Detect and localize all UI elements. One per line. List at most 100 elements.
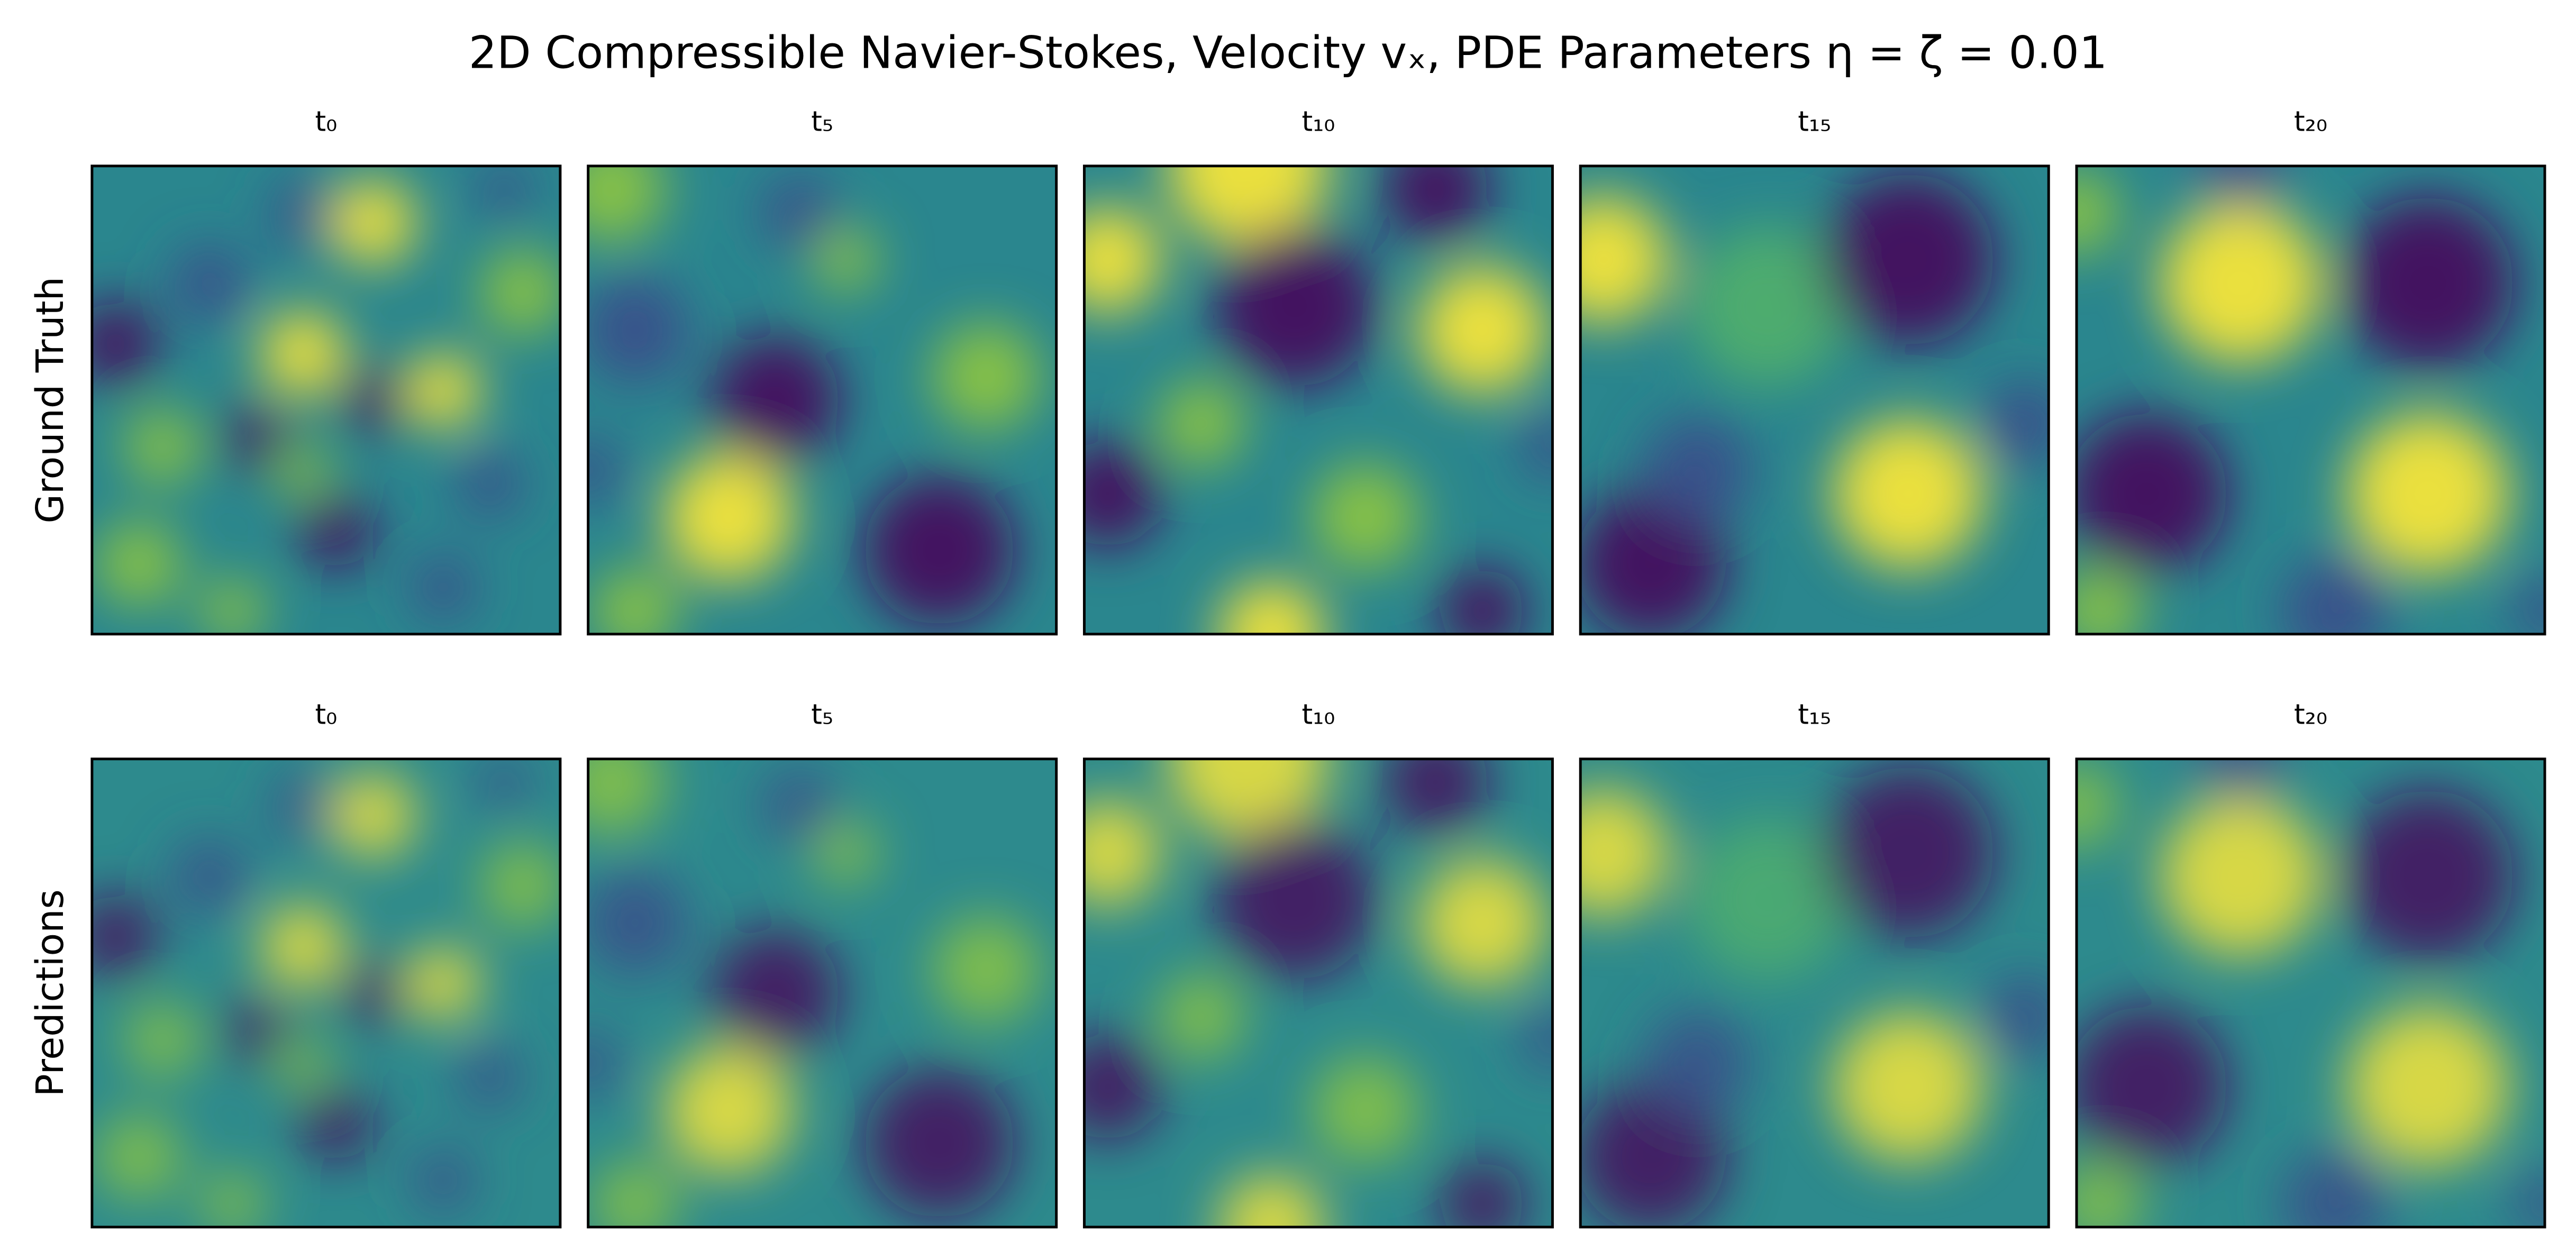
panel-frame (1579, 757, 2050, 1229)
field-blob (588, 869, 689, 977)
field-blob (2280, 556, 2388, 634)
field-blob (588, 166, 666, 243)
panel-title: t₁₀ (1301, 699, 1335, 731)
panel-title: t₁₅ (1798, 699, 1831, 731)
field-blob (259, 903, 346, 990)
field-blob (340, 961, 405, 1026)
field-blob (761, 768, 837, 844)
field-blob (1084, 440, 1162, 548)
panel-title: t₀ (315, 699, 337, 731)
heatmap-field (92, 166, 560, 634)
field-blob (2077, 169, 2120, 256)
panel-frame (90, 165, 562, 636)
field-blob (1311, 463, 1419, 571)
field-blob (588, 276, 689, 384)
field-blob (711, 928, 840, 1058)
field-blob (297, 493, 374, 569)
field-blob (588, 1030, 621, 1096)
field-blob (2512, 1171, 2545, 1227)
field-blob (1214, 818, 1376, 980)
field-blob (92, 893, 159, 980)
heatmap-field (2077, 759, 2545, 1227)
heatmap-field (1084, 166, 1553, 634)
field-blob (2341, 790, 2514, 962)
field-blob (664, 452, 794, 582)
panel-title: t₀ (315, 106, 337, 138)
figure-title: 2D Compressible Navier-Stokes, Velocity … (469, 27, 2107, 79)
field-blob (95, 1113, 182, 1200)
field-blob (591, 1161, 678, 1227)
field-blob (588, 437, 621, 503)
panel-frame (587, 165, 1058, 636)
field-blob (1084, 799, 1162, 907)
field-blob (1084, 1033, 1162, 1140)
field-blob (95, 521, 182, 607)
field-blob (270, 773, 335, 838)
field-blob (2512, 578, 2545, 634)
field-blob (479, 249, 560, 336)
heatmap-field (1084, 759, 1553, 1227)
field-blob (1520, 414, 1553, 479)
heatmap (92, 759, 560, 1227)
field-blob (1084, 206, 1162, 314)
field-blob (1687, 225, 1849, 387)
field-blob (330, 179, 416, 266)
field-blob (1822, 173, 1995, 346)
field-blob (1833, 1011, 1984, 1162)
row-label: Ground Truth (28, 277, 72, 523)
field-blob (477, 759, 531, 809)
field-blob (1643, 416, 1752, 524)
field-blob (1158, 973, 1245, 1060)
heatmap (2077, 759, 2545, 1227)
field-blob (458, 452, 523, 517)
field-blob (92, 300, 159, 387)
field-blob (591, 568, 678, 634)
field-blob (124, 1002, 200, 1078)
field-blob (223, 405, 288, 470)
field-blob (2280, 1149, 2388, 1227)
field-blob (863, 1067, 1015, 1218)
field-blob (1214, 225, 1376, 387)
field-blob (932, 323, 1040, 431)
field-blob (1158, 380, 1245, 467)
field-blob (200, 1171, 265, 1227)
field-blob (1580, 788, 1669, 917)
field-blob (411, 1148, 476, 1213)
field-blob (2160, 202, 2322, 364)
field-blob (259, 310, 346, 397)
field-blob (330, 772, 416, 859)
field-blob (813, 820, 878, 885)
heatmap (1580, 166, 2049, 634)
field-blob (1982, 380, 2049, 467)
field-blob (479, 842, 560, 929)
field-blob (711, 335, 840, 465)
field-blob (863, 474, 1015, 625)
field-blob (458, 1045, 523, 1110)
heatmap (1084, 166, 1553, 634)
panel-frame (1082, 165, 1554, 636)
field-blob (2077, 1006, 2228, 1167)
field-blob (2077, 762, 2120, 849)
field-blob (761, 175, 837, 251)
panel-frame (2075, 757, 2546, 1229)
field-blob (270, 180, 335, 245)
panel-title: t₅ (811, 106, 833, 138)
field-blob (1217, 1173, 1326, 1227)
heatmap-field (588, 759, 1040, 1227)
field-blob (2160, 795, 2322, 957)
panel-title: t₁₀ (1301, 106, 1335, 138)
field-blob (2197, 759, 2284, 802)
field-blob (405, 353, 481, 428)
field-blob (1580, 1081, 1726, 1227)
field-blob (223, 998, 288, 1063)
field-blob (2077, 568, 2143, 634)
field-blob (2077, 413, 2228, 574)
heatmap (1580, 759, 2049, 1227)
field-blob (1520, 1007, 1553, 1072)
field-blob (1381, 166, 1489, 243)
field-blob (1381, 759, 1489, 836)
heatmap (1084, 759, 1553, 1227)
heatmap-field (1580, 173, 2049, 634)
panel-frame (90, 757, 562, 1229)
